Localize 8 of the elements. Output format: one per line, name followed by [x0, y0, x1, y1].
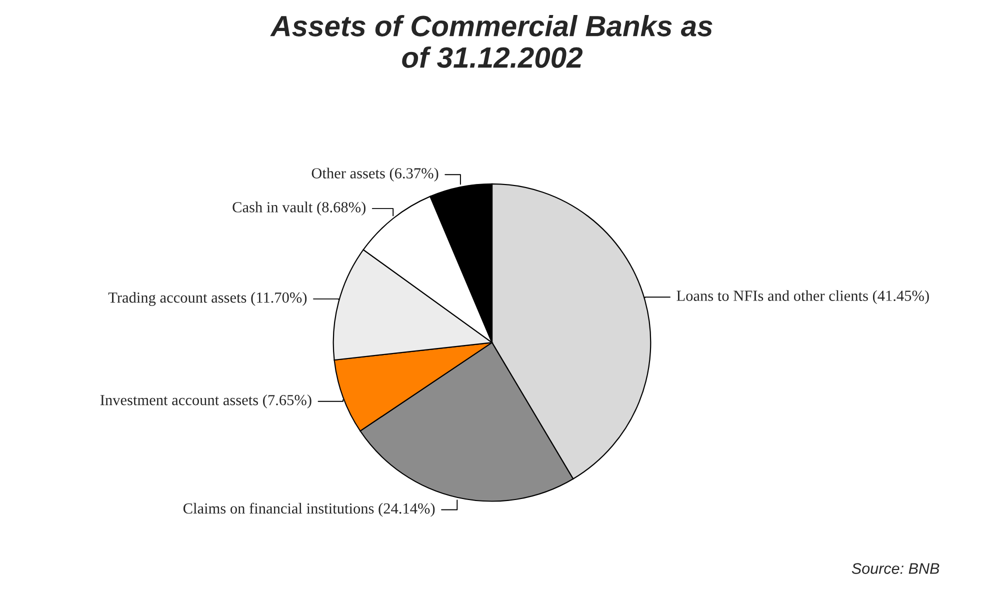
source-note: Source: BNB: [852, 563, 940, 574]
slice-label: Trading account assets (11.70%): [108, 292, 307, 306]
slice-label: Other assets (6.37%): [312, 168, 438, 182]
slice-label: Investment account assets (7.65%): [100, 394, 312, 408]
slice-label: Loans to NFIs and other clients (41.45%): [676, 290, 929, 304]
slice-label: Claims on financial institutions (24.14%): [183, 502, 435, 517]
slice-label: Cash in vault (8.68%): [232, 202, 366, 216]
chart-title: Assets of Commercial Banks as of 31.12.2002: [270, 15, 712, 68]
